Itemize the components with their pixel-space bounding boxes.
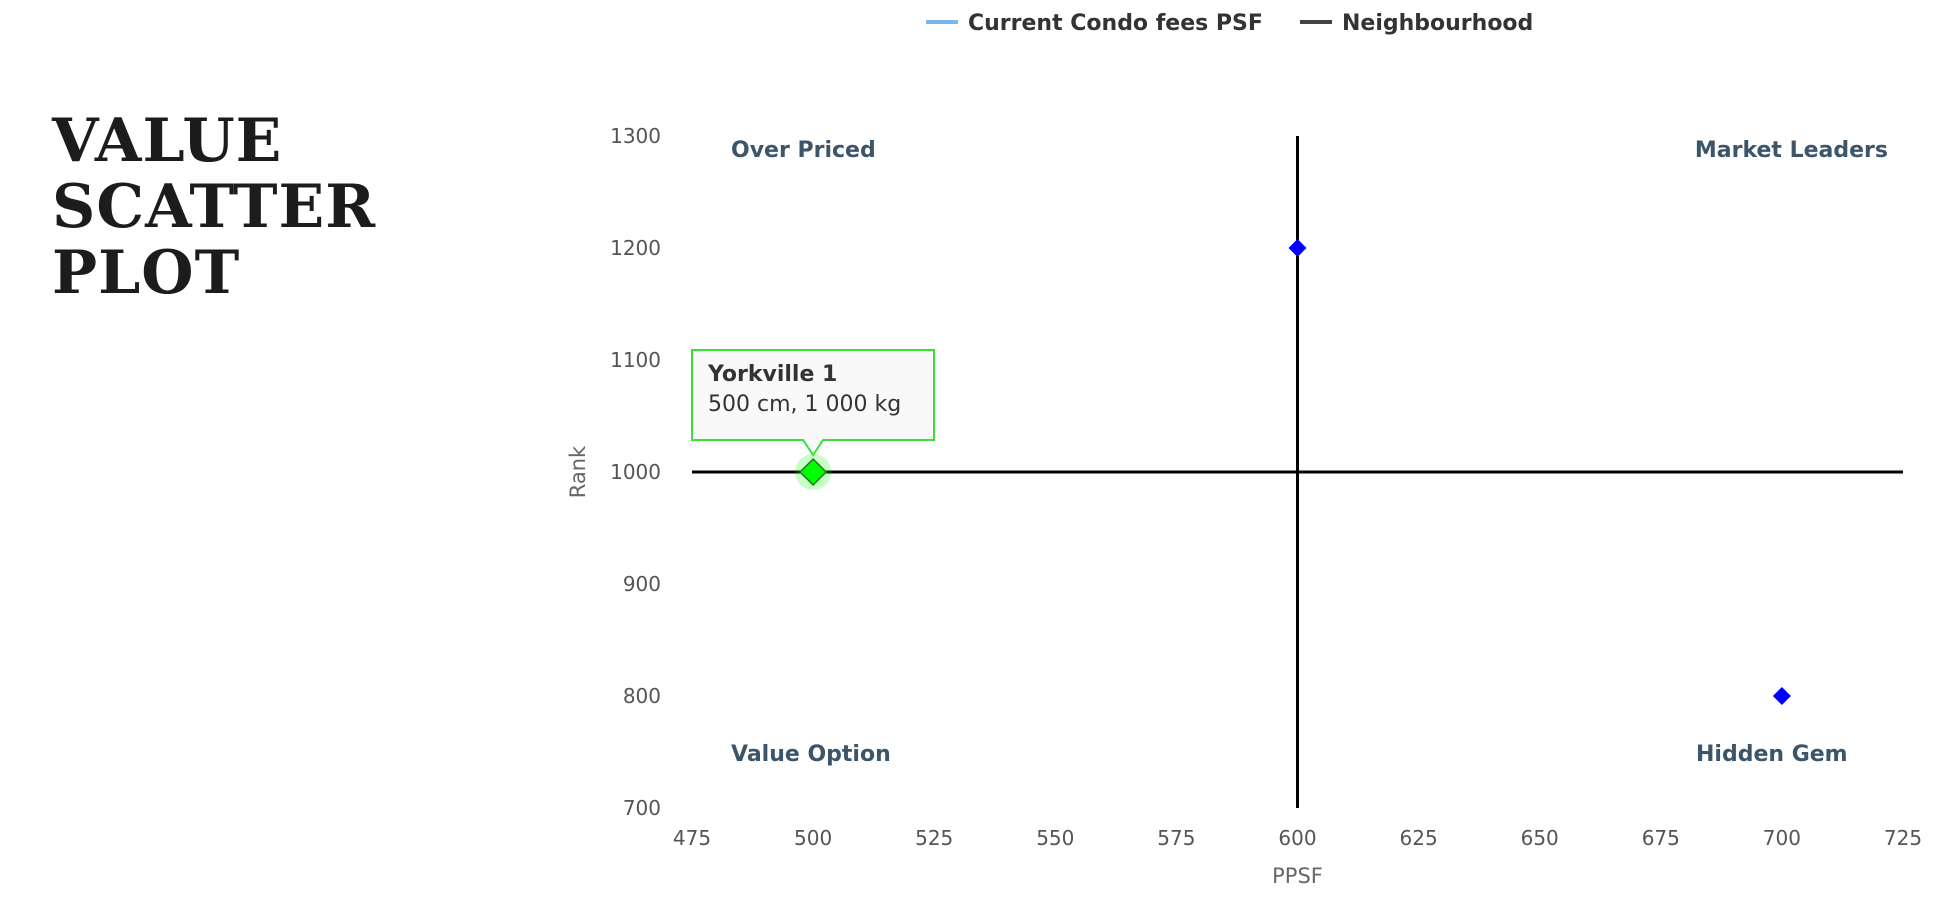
tooltip-title: Yorkville 1 xyxy=(707,362,837,387)
y-tick-label: 1000 xyxy=(610,460,661,484)
x-axis-title: PPSF xyxy=(1272,864,1323,888)
y-tick-label: 1200 xyxy=(610,236,661,260)
quadrant-label-bottom-right: Hidden Gem xyxy=(1696,742,1848,767)
point-tooltip: Yorkville 1 500 cm, 1 000 kg xyxy=(691,349,935,457)
y-tick-label: 900 xyxy=(623,572,661,596)
quadrant-label-top-right: Market Leaders xyxy=(1695,138,1888,163)
x-tick-label: 500 xyxy=(794,826,832,850)
tooltip-box xyxy=(691,349,935,457)
x-tick-label: 600 xyxy=(1278,826,1316,850)
quadrant-label-top-left: Over Priced xyxy=(731,138,876,163)
y-tick-label: 1300 xyxy=(610,124,661,148)
quadrant-label-bottom-left: Value Option xyxy=(731,742,891,767)
x-tick-label: 675 xyxy=(1642,826,1680,850)
x-tick-label: 625 xyxy=(1400,826,1438,850)
tooltip-body: 500 cm, 1 000 kg xyxy=(708,392,901,417)
x-tick-label: 475 xyxy=(673,826,711,850)
y-tick-label: 700 xyxy=(623,796,661,820)
chart-legend: Current Condo fees PSF Neighbourhood xyxy=(926,11,1533,36)
page-title-line: PLOT xyxy=(52,238,241,308)
x-tick-label: 575 xyxy=(1157,826,1195,850)
legend-label: Current Condo fees PSF xyxy=(968,11,1263,36)
x-axis: 475 500 525 550 575 600 625 650 675 700 725 xyxy=(673,826,1922,850)
y-axis-title: Rank xyxy=(566,445,590,498)
x-tick-label: 650 xyxy=(1521,826,1559,850)
y-tick-label: 1100 xyxy=(610,348,661,372)
x-tick-label: 725 xyxy=(1884,826,1922,850)
x-tick-label: 550 xyxy=(1036,826,1074,850)
data-point xyxy=(1772,687,1791,705)
data-point-highlighted xyxy=(799,457,828,487)
x-tick-label: 700 xyxy=(1763,826,1801,850)
page-title: VALUE SCATTER PLOT xyxy=(52,108,376,306)
quadrant-dividers xyxy=(692,136,1903,808)
quadrant-labels: Over Priced Market Leaders Value Option Hid… xyxy=(731,138,1888,767)
x-tick-label: 525 xyxy=(915,826,953,850)
page-title-line: SCATTER xyxy=(52,172,377,242)
legend-label: Neighbourhood xyxy=(1342,11,1533,36)
data-point xyxy=(1288,239,1307,257)
data-points xyxy=(795,239,1791,705)
y-tick-label: 800 xyxy=(623,684,661,708)
page-title-line: VALUE xyxy=(52,106,283,176)
y-axis: 700 800 900 1000 1100 1200 1300 xyxy=(610,124,661,820)
